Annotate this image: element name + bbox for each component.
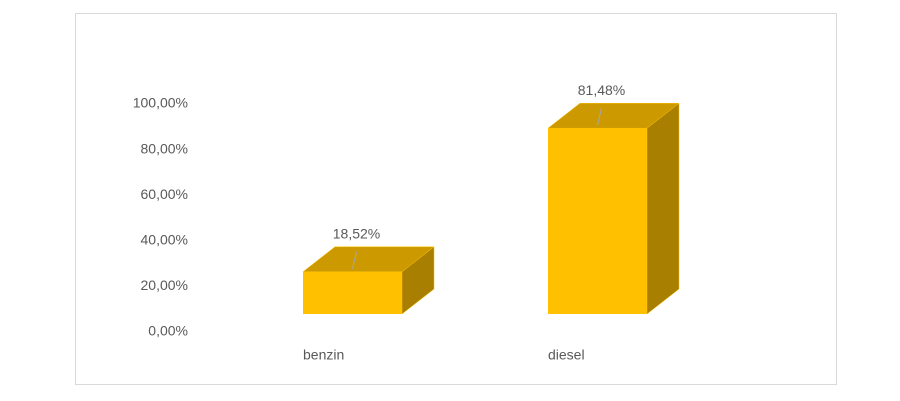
y-tick-label: 60,00% bbox=[141, 186, 188, 202]
y-tick-label: 40,00% bbox=[141, 232, 188, 248]
y-tick-label: 0,00% bbox=[148, 323, 188, 339]
y-tick-label: 20,00% bbox=[141, 277, 188, 293]
data-label: 18,52% bbox=[333, 225, 380, 241]
x-tick-label: benzin bbox=[303, 347, 344, 363]
y-tick-label: 100,00% bbox=[133, 95, 188, 111]
leader-line bbox=[352, 251, 357, 269]
leader-line bbox=[597, 108, 602, 126]
bar bbox=[548, 128, 647, 314]
chart-frame bbox=[75, 13, 837, 385]
x-tick-label: diesel bbox=[548, 347, 585, 363]
bar bbox=[303, 271, 402, 314]
bar-side bbox=[646, 102, 680, 315]
y-tick-label: 80,00% bbox=[141, 140, 188, 156]
data-label: 81,48% bbox=[578, 82, 625, 98]
